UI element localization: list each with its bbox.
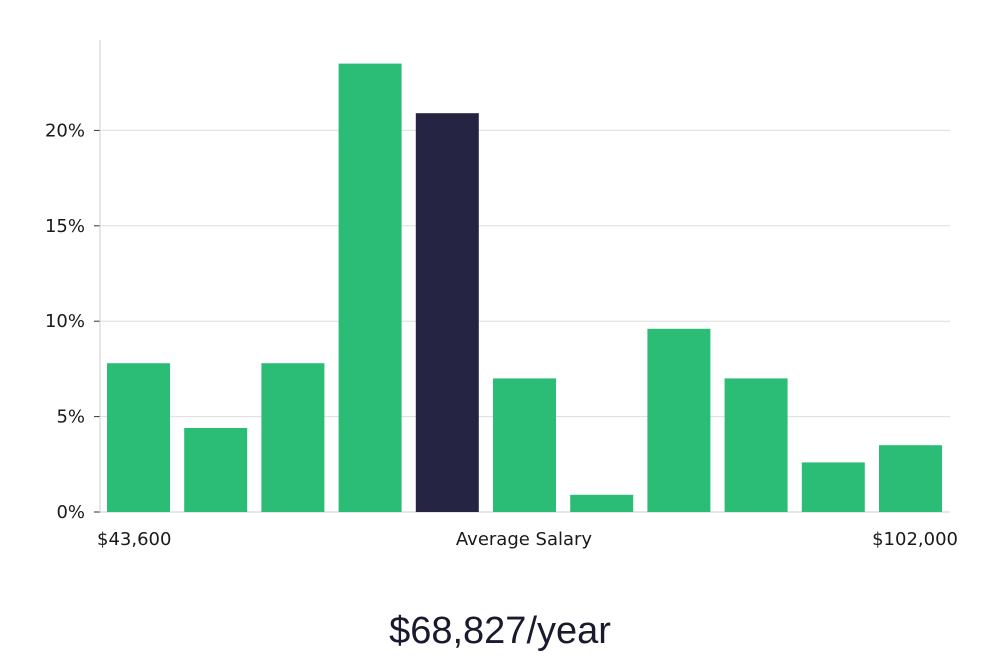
histogram-bar: [107, 363, 170, 512]
histogram-bar: [570, 494, 634, 512]
y-tick-label: 15%: [45, 216, 85, 237]
histogram-bar: [338, 63, 402, 512]
bars: [107, 63, 942, 512]
histogram-bar: [801, 462, 865, 512]
histogram-bar: [261, 363, 325, 512]
y-tick-label: 10%: [45, 311, 85, 332]
average-salary-bar: [415, 113, 479, 512]
average-salary-headline: $68,827/year: [389, 610, 611, 652]
x-axis-center-label: Average Salary: [455, 529, 593, 550]
y-axis-tick-labels: 0% 5% 10% 15% 20%: [45, 120, 100, 523]
histogram-bar: [493, 378, 556, 512]
histogram-bar: [647, 328, 711, 512]
y-tick-label: 5%: [56, 407, 85, 428]
salary-histogram-chart: 0% 5% 10% 15% 20%: [45, 40, 950, 523]
histogram-bar: [724, 378, 788, 512]
y-tick-label: 0%: [56, 502, 85, 523]
histogram-bar: [184, 428, 248, 512]
y-tick-label: 20%: [45, 120, 85, 141]
x-axis-min-label: $43,600: [97, 529, 172, 550]
x-axis-max-label: $102,000: [872, 529, 958, 550]
histogram-bar: [879, 445, 942, 512]
